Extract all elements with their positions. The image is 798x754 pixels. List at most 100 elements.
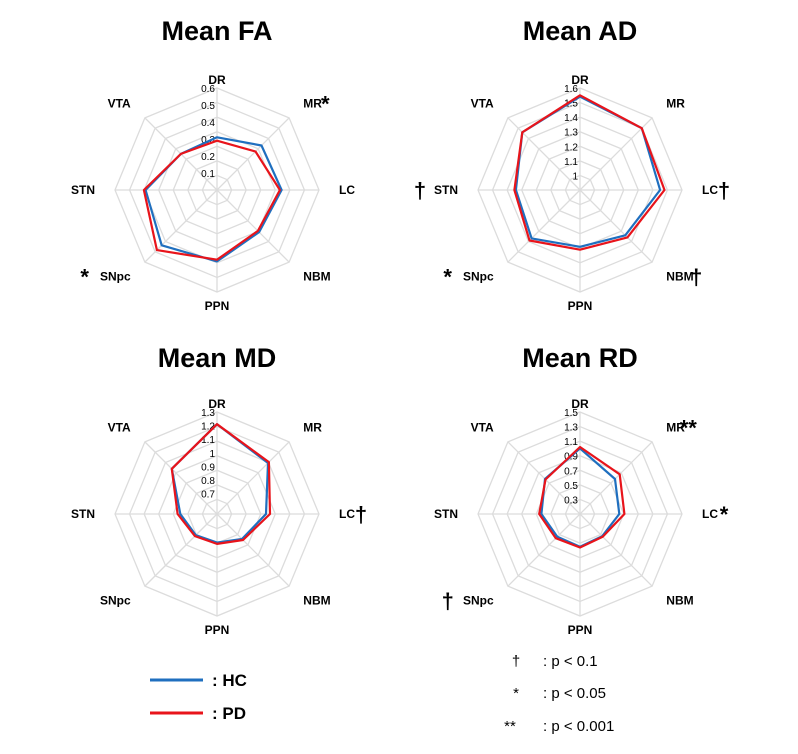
tick-label: 1.5 bbox=[564, 99, 578, 110]
grid-spoke bbox=[579, 189, 653, 263]
grid-spoke bbox=[507, 441, 581, 515]
chart-title: Mean RD bbox=[522, 343, 638, 373]
axis-label-stn: STN bbox=[434, 183, 458, 197]
tick-label: 1.1 bbox=[201, 435, 215, 446]
grid-spoke bbox=[216, 513, 290, 587]
axis-label-mr: MR bbox=[303, 97, 322, 111]
series-line-pd bbox=[142, 139, 281, 261]
grid-spoke bbox=[507, 189, 581, 263]
grid-spoke bbox=[144, 441, 218, 515]
axis-label-ppn: PPN bbox=[205, 623, 230, 637]
tick-label: 0.8 bbox=[201, 476, 215, 487]
axis-label-snpc: SNpc bbox=[463, 269, 494, 283]
tick-label: 1.5 bbox=[564, 408, 578, 419]
significance-marker: * bbox=[443, 264, 452, 289]
axis-label-snpc: SNpc bbox=[100, 269, 131, 283]
tick-label: 1 bbox=[209, 449, 215, 460]
grid-spoke bbox=[579, 513, 653, 587]
grid-spoke bbox=[507, 117, 581, 191]
axis-label-vta: VTA bbox=[108, 97, 131, 111]
axis-label-lc: LC bbox=[339, 183, 355, 197]
axis-label-nbm: NBM bbox=[303, 593, 330, 607]
tick-label: 0.5 bbox=[201, 101, 215, 112]
tick-label: 0.2 bbox=[201, 152, 215, 163]
axis-label-nbm: NBM bbox=[303, 269, 330, 283]
tick-label: 1.3 bbox=[564, 128, 578, 139]
axis-label-vta: VTA bbox=[108, 421, 131, 435]
significance-marker: * bbox=[720, 502, 729, 527]
axis-label-ppn: PPN bbox=[205, 299, 230, 313]
grid-spoke bbox=[216, 117, 290, 191]
grid-spoke bbox=[507, 513, 581, 587]
legend-label-pd: : PD bbox=[212, 704, 246, 723]
note-text-p01: : p < 0.1 bbox=[543, 653, 598, 670]
note-symbol-dagger: † bbox=[512, 653, 520, 670]
axis-label-lc: LC bbox=[702, 183, 718, 197]
grid-spoke bbox=[216, 441, 290, 515]
series-line-pd bbox=[538, 445, 626, 549]
tick-label: 0.6 bbox=[201, 84, 215, 95]
axis-label-dr: DR bbox=[571, 397, 589, 411]
grid-spoke bbox=[144, 513, 218, 587]
significance-marker: † bbox=[442, 588, 454, 613]
axis-label-lc: LC bbox=[339, 507, 355, 521]
axis-label-dr: DR bbox=[208, 397, 226, 411]
axis-label-snpc: SNpc bbox=[463, 593, 494, 607]
series-line-pd bbox=[170, 423, 272, 546]
axis-label-mr: MR bbox=[666, 421, 685, 435]
note-symbol-double-star: ** bbox=[504, 718, 516, 735]
tick-label: 1.1 bbox=[564, 157, 578, 168]
tick-label: 1.6 bbox=[564, 84, 578, 95]
grid-spoke bbox=[216, 189, 290, 263]
significance-marker: † bbox=[690, 264, 702, 289]
tick-label: 0.7 bbox=[201, 490, 215, 501]
axis-label-nbm: NBM bbox=[666, 593, 693, 607]
significance-marker: * bbox=[321, 92, 330, 117]
tick-label: 0.5 bbox=[564, 481, 578, 492]
axis-label-ppn: PPN bbox=[568, 299, 593, 313]
legend-label-hc: : HC bbox=[212, 671, 247, 690]
axis-label-mr: MR bbox=[303, 421, 322, 435]
tick-label: 1.3 bbox=[201, 408, 215, 419]
radar-chart-2: Mean MD 0.7 0.8 0.9 1 1.1 1.2 1.3DR MR LC † NBM PPN S… bbox=[71, 343, 367, 637]
axis-label-stn: STN bbox=[71, 507, 95, 521]
axis-label-mr: MR bbox=[666, 97, 685, 111]
chart-title: Mean MD bbox=[158, 343, 277, 373]
note-text-p0001: : p < 0.001 bbox=[543, 718, 614, 735]
tick-label: 0.4 bbox=[201, 118, 215, 129]
grid-spoke bbox=[579, 117, 653, 191]
grid-spoke bbox=[579, 441, 653, 515]
axis-label-stn: STN bbox=[434, 507, 458, 521]
axis-label-nbm: NBM bbox=[666, 269, 693, 283]
tick-label: 1 bbox=[572, 171, 578, 182]
chart-title: Mean AD bbox=[523, 16, 638, 46]
axis-label-dr: DR bbox=[571, 73, 589, 87]
note-symbol-star: * bbox=[513, 685, 519, 702]
axis-label-stn: STN bbox=[71, 183, 95, 197]
axis-label-ppn: PPN bbox=[568, 623, 593, 637]
tick-label: 1.4 bbox=[564, 113, 578, 124]
tick-label: 1.3 bbox=[564, 423, 578, 434]
significance-marker: † bbox=[414, 178, 426, 203]
axis-label-dr: DR bbox=[208, 73, 226, 87]
significance-notes: † : p < 0.1 * : p < 0.05 ** : p < 0.001 bbox=[504, 653, 614, 735]
tick-label: 1.1 bbox=[564, 437, 578, 448]
tick-label: 0.1 bbox=[201, 169, 215, 180]
significance-marker: ** bbox=[680, 416, 698, 441]
tick-label: 1.2 bbox=[201, 422, 215, 433]
chart-title: Mean FA bbox=[161, 16, 272, 46]
tick-label: 0.7 bbox=[564, 466, 578, 477]
tick-label: 0.3 bbox=[564, 495, 578, 506]
axis-label-vta: VTA bbox=[471, 421, 494, 435]
tick-label: 1.2 bbox=[564, 142, 578, 153]
note-text-p005: : p < 0.05 bbox=[543, 685, 606, 702]
axis-label-lc: LC bbox=[702, 507, 718, 521]
significance-marker: † bbox=[355, 502, 367, 527]
axis-label-snpc: SNpc bbox=[100, 593, 131, 607]
legend: : HC : PD bbox=[150, 671, 247, 723]
series-line-pd bbox=[513, 94, 666, 251]
significance-marker: † bbox=[718, 178, 730, 203]
